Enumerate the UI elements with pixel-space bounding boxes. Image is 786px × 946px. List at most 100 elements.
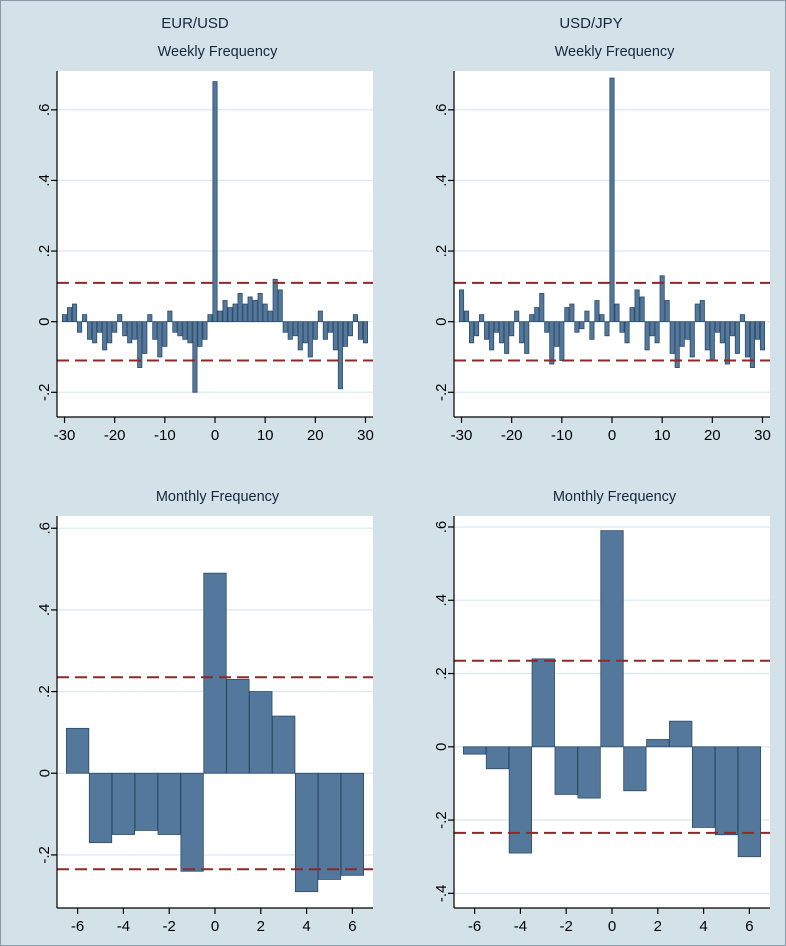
panel-usdjpy-monthly: Monthly Frequency -.4 -.2 0 .2 .4 .6 -6 -4 -2 0 2 4… <box>408 483 777 944</box>
bar <box>664 300 670 323</box>
bar <box>479 314 485 323</box>
bar <box>102 321 108 351</box>
y-tick-label: 0 <box>433 743 450 751</box>
bar <box>549 321 555 365</box>
bar <box>759 321 766 351</box>
bar <box>277 289 283 323</box>
bar <box>754 321 760 340</box>
bar <box>117 314 123 323</box>
bar <box>644 321 650 351</box>
bar <box>499 321 505 344</box>
y-tick-label: .2 <box>36 685 53 698</box>
bar <box>674 321 680 368</box>
y-tick-label: .6 <box>36 104 53 117</box>
y-tick-label: .2 <box>433 667 450 680</box>
x-tick-label: 0 <box>211 427 219 444</box>
bar <box>624 321 630 344</box>
bar <box>462 746 487 755</box>
x-tick-label: -4 <box>514 918 527 935</box>
bar <box>654 321 660 344</box>
bar <box>709 321 715 361</box>
x-tick-label: -2 <box>163 918 176 935</box>
bar <box>639 296 645 323</box>
bar <box>737 746 762 858</box>
x-tick-label: 6 <box>348 918 356 935</box>
bar <box>282 321 288 333</box>
bar <box>249 691 273 774</box>
bar <box>531 658 555 748</box>
bar <box>317 310 323 323</box>
y-tick-label: .4 <box>433 594 450 607</box>
bar <box>327 321 333 333</box>
bar <box>559 321 565 361</box>
column-titles: EUR/USD USD/JPY <box>11 7 775 34</box>
bar <box>111 772 136 835</box>
bar <box>332 321 338 351</box>
bar <box>317 772 342 880</box>
bar <box>749 321 755 368</box>
y-tick-label: .6 <box>433 521 450 534</box>
bar <box>272 278 278 323</box>
bar <box>719 321 725 344</box>
bar <box>744 321 750 358</box>
bar <box>519 321 525 344</box>
x-tick-label: 0 <box>211 918 219 935</box>
bar <box>167 310 173 323</box>
bar <box>679 321 685 347</box>
bar <box>484 321 490 340</box>
panel-title-usdjpy-monthly: Monthly Frequency <box>552 489 677 505</box>
bar <box>724 321 730 365</box>
x-tick-label: -20 <box>104 427 126 444</box>
bar <box>714 746 739 836</box>
bar <box>534 307 540 323</box>
bar <box>232 303 238 323</box>
x-tick-label: -4 <box>117 918 130 935</box>
bar <box>203 572 227 774</box>
bar <box>212 81 218 323</box>
x-tick-label: -30 <box>54 427 76 444</box>
x-tick-label: 10 <box>654 427 671 444</box>
bar <box>594 300 600 323</box>
x-tick-label: -10 <box>154 427 176 444</box>
bar <box>122 321 128 337</box>
bar <box>704 321 710 351</box>
bar <box>469 321 475 344</box>
bar <box>694 303 700 323</box>
bar <box>207 314 213 323</box>
bar <box>362 321 369 344</box>
bar <box>634 289 640 323</box>
x-tick-label: -30 <box>451 427 473 444</box>
bar <box>242 303 248 323</box>
panel-title-eurusd-weekly: Weekly Frequency <box>157 44 278 60</box>
bar <box>312 321 318 340</box>
bar <box>504 321 510 354</box>
bar <box>77 321 83 333</box>
bar <box>734 321 740 354</box>
bar <box>464 310 470 323</box>
x-tick-label: 0 <box>608 918 616 935</box>
y-tick-label: .2 <box>36 245 53 258</box>
y-tick-label: -.2 <box>36 384 53 402</box>
bar <box>182 321 188 340</box>
x-tick-label: 20 <box>307 427 324 444</box>
bar <box>267 310 273 323</box>
column-title-eurusd: EUR/USD <box>161 15 229 32</box>
panel-eurusd-weekly: Weekly Frequency -.2 0 .2 .4 .6 -30 -20 -10 0 10 2… <box>11 38 380 453</box>
x-tick-label: 4 <box>302 918 310 935</box>
x-tick-label: 4 <box>699 918 707 935</box>
bar <box>292 321 298 337</box>
y-tick-label: .6 <box>433 104 450 117</box>
bar <box>88 772 113 844</box>
chart-eurusd-weekly: -.2 0 .2 .4 .6 -30 -20 -10 0 10 20 30 <box>36 71 374 444</box>
x-tick-label: 2 <box>257 918 265 935</box>
y-tick-label: -.2 <box>36 846 53 864</box>
bar <box>197 321 203 347</box>
bar <box>302 321 308 344</box>
bar <box>172 321 178 333</box>
bar <box>739 314 745 323</box>
bar <box>352 314 358 323</box>
chart-usdjpy-weekly: -.2 0 .2 .4 .6 -30 -20 -10 0 10 20 30 <box>433 71 771 444</box>
bar <box>127 321 133 344</box>
bar <box>307 321 313 358</box>
bar <box>132 321 138 340</box>
